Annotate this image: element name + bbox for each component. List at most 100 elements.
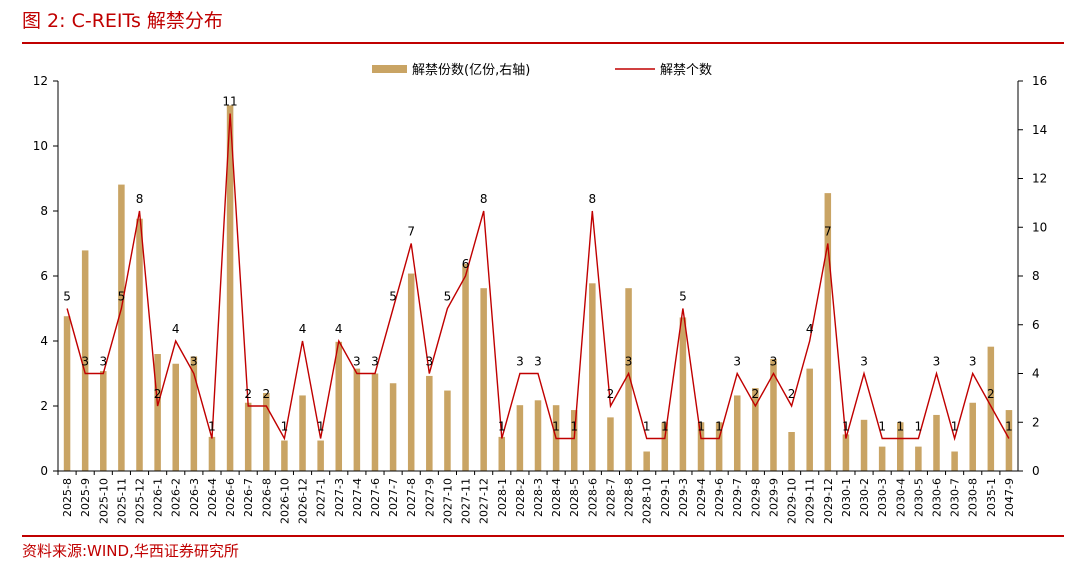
x-tick-label-2047-9: 2047-9 — [1003, 478, 1016, 517]
x-tick-label-2030-8: 2030-8 — [967, 478, 980, 517]
x-tick-label-2028-6: 2028-6 — [586, 478, 599, 517]
bar-2035-1 — [987, 346, 995, 471]
bar-2030-1 — [842, 434, 850, 471]
x-tick-label-2026-2: 2026-2 — [170, 478, 183, 517]
x-tick-label-2030-6: 2030-6 — [930, 478, 943, 517]
bar-2026-2 — [172, 363, 179, 471]
x-tick-label-2027-12: 2027-12 — [478, 478, 491, 524]
legend-bar-swatch — [372, 65, 407, 73]
line-label-2030-3: 1 — [878, 420, 886, 434]
right-axis-ticks: 0 2 4 6 8 10 12 14 16 — [1018, 74, 1047, 478]
bar-2028-8 — [625, 288, 632, 471]
line-label-2026-10: 1 — [281, 420, 289, 434]
x-tick-label-2027-8: 2027-8 — [405, 478, 418, 517]
bar-2030-5 — [915, 446, 922, 471]
x-tick-label-2028-5: 2028-5 — [568, 478, 581, 517]
line-label-2026-7: 2 — [244, 387, 252, 401]
line-label-2030-5: 1 — [915, 420, 923, 434]
bar-2029-7 — [733, 395, 741, 471]
x-tick-label-2030-2: 2030-2 — [858, 478, 871, 517]
x-axis-ticks: 2025-8 2025-9 2025-10 2025-11 2025-12 2026-1 2… — [57, 471, 1016, 524]
line-label-2029-11: 4 — [806, 322, 814, 336]
right-tick-label-6: 6 — [1032, 318, 1040, 332]
line-label-2028-3: 3 — [534, 355, 542, 369]
bar-2047-9 — [1005, 410, 1013, 471]
line-label-2030-4: 1 — [896, 420, 904, 434]
bar-2028-10 — [643, 451, 650, 471]
x-tick-label-2026-6: 2026-6 — [224, 478, 237, 517]
line-label-2030-2: 3 — [860, 355, 868, 369]
bar-2026-3 — [190, 356, 198, 471]
bar-2029-10 — [788, 432, 795, 471]
x-tick-label-2027-9: 2027-9 — [423, 478, 436, 517]
top-rule — [22, 42, 1064, 44]
x-tick-label-2029-6: 2029-6 — [713, 478, 726, 517]
x-tick-label-2029-8: 2029-8 — [749, 478, 762, 517]
line-label-2029-3: 5 — [679, 290, 687, 304]
right-tick-label-10: 10 — [1032, 220, 1047, 234]
line-label-2025-12: 8 — [136, 192, 144, 206]
x-tick-label-2028-10: 2028-10 — [641, 478, 654, 524]
line-label-2028-5: 1 — [570, 420, 578, 434]
x-tick-label-2029-10: 2029-10 — [786, 478, 799, 524]
line-label-2026-12: 4 — [299, 322, 307, 336]
bar-2026-6 — [226, 105, 234, 471]
bar-2030-7 — [951, 451, 958, 471]
x-tick-label-2029-3: 2029-3 — [677, 478, 690, 517]
line-path — [66, 113, 1010, 442]
line-label-2029-4: 1 — [697, 420, 705, 434]
line-label-2028-10: 1 — [643, 420, 651, 434]
x-tick-label-2029-7: 2029-7 — [731, 478, 744, 517]
right-tick-label-8: 8 — [1032, 269, 1040, 283]
line-label-2027-11: 6 — [462, 257, 470, 271]
line-label-2025-8: 5 — [63, 290, 71, 304]
x-tick-label-2027-6: 2027-6 — [369, 478, 382, 517]
bar-2030-2 — [860, 419, 868, 471]
line-label-2029-9: 3 — [770, 355, 778, 369]
bar-2026-4 — [208, 436, 216, 471]
line-label-2030-8: 3 — [969, 355, 977, 369]
bar-2027-11 — [462, 263, 469, 471]
x-tick-label-2030-7: 2030-7 — [949, 478, 962, 517]
x-tick-label-2028-7: 2028-7 — [604, 478, 617, 517]
bar-2028-2 — [516, 405, 524, 471]
bar-2027-10 — [444, 390, 451, 471]
x-tick-label-2030-1: 2030-1 — [840, 478, 853, 517]
x-tick-label-2026-7: 2026-7 — [242, 478, 255, 517]
x-tick-label-2026-8: 2026-8 — [260, 478, 273, 517]
bar-2029-6 — [715, 422, 723, 471]
legend-line-label: 解禁个数 — [660, 63, 712, 78]
line-label-2025-10: 3 — [99, 355, 107, 369]
x-tick-label-2027-1: 2027-1 — [315, 478, 328, 517]
bar-2029-8 — [752, 388, 759, 471]
line-label-2027-8: 7 — [407, 225, 415, 239]
line-label-2025-9: 3 — [81, 355, 89, 369]
legend-bar-label: 解禁份数(亿份,右轴) — [412, 63, 530, 78]
left-tick-label-12: 12 — [33, 74, 48, 88]
line-label-2025-11: 5 — [118, 290, 126, 304]
bottom-rule — [22, 535, 1064, 537]
bar-2027-8 — [407, 273, 415, 471]
x-tick-label-2030-4: 2030-4 — [894, 478, 907, 517]
line-label-2029-12: 7 — [824, 225, 832, 239]
x-tick-label-2029-9: 2029-9 — [767, 478, 780, 517]
line-label-2027-4: 3 — [353, 355, 361, 369]
bar-2029-1 — [661, 422, 669, 471]
x-tick-label-2035-1: 2035-1 — [985, 478, 998, 517]
line-label-2026-8: 2 — [262, 387, 270, 401]
bar-2027-12 — [480, 288, 487, 471]
right-tick-label-14: 14 — [1032, 123, 1047, 137]
x-tick-label-2027-4: 2027-4 — [351, 478, 364, 517]
bar-2026-10 — [281, 440, 288, 471]
x-tick-label-2029-12: 2029-12 — [822, 478, 835, 524]
line-label-2029-1: 1 — [661, 420, 669, 434]
bar-2027-1 — [317, 440, 324, 471]
right-tick-label-0: 0 — [1032, 464, 1040, 478]
x-tick-label-2030-3: 2030-3 — [876, 478, 889, 517]
bar-2025-10 — [100, 371, 107, 471]
line-label-2029-6: 1 — [715, 420, 723, 434]
x-tick-label-2026-12: 2026-12 — [297, 478, 310, 524]
line-label-2035-1: 2 — [987, 387, 995, 401]
